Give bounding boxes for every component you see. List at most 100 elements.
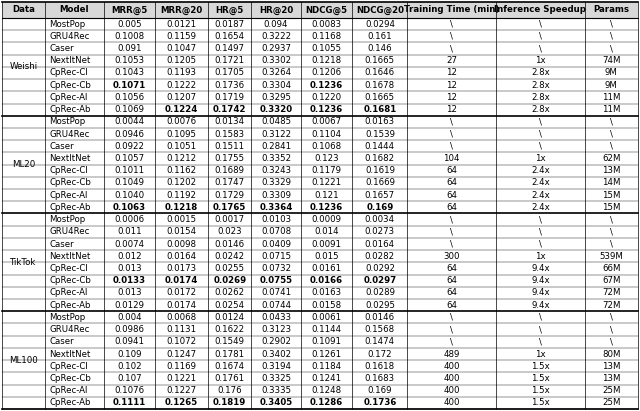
Text: 0.0254: 0.0254: [214, 300, 244, 309]
Text: 0.0292: 0.0292: [365, 264, 395, 273]
Text: 0.1511: 0.1511: [214, 142, 244, 151]
Text: 0.1819: 0.1819: [213, 398, 246, 407]
Bar: [2, 348, 638, 360]
Text: 0.169: 0.169: [367, 386, 392, 395]
Text: 2.4x: 2.4x: [531, 191, 550, 200]
Bar: [2, 140, 638, 152]
Bar: [2, 213, 638, 226]
Text: \: \: [451, 215, 453, 224]
Text: 0.0074: 0.0074: [114, 240, 144, 249]
Bar: [2, 226, 638, 238]
Text: 0.0129: 0.0129: [114, 300, 144, 309]
Text: 2.8x: 2.8x: [531, 69, 550, 78]
Text: CpRec-Cb: CpRec-Cb: [49, 178, 92, 187]
Bar: [2, 116, 638, 128]
Text: 0.1068: 0.1068: [312, 142, 342, 151]
Text: 0.3122: 0.3122: [261, 129, 291, 139]
Bar: [2, 299, 638, 311]
Text: 0.169: 0.169: [366, 203, 394, 212]
Text: 0.172: 0.172: [367, 349, 392, 358]
Text: 9.4x: 9.4x: [531, 289, 550, 298]
Bar: [2, 201, 638, 213]
Text: 0.1040: 0.1040: [114, 191, 144, 200]
Text: 0.0741: 0.0741: [261, 289, 291, 298]
Text: 0.0174: 0.0174: [166, 300, 196, 309]
Text: 15M: 15M: [602, 203, 621, 212]
Text: 0.1159: 0.1159: [166, 32, 196, 41]
Text: 0.1619: 0.1619: [365, 166, 395, 175]
Text: 0.1227: 0.1227: [166, 386, 196, 395]
Text: HR@5: HR@5: [216, 5, 244, 14]
Text: 0.1169: 0.1169: [166, 362, 196, 371]
Text: \: \: [610, 142, 612, 151]
Text: 0.0755: 0.0755: [260, 276, 292, 285]
Text: 0.1224: 0.1224: [164, 105, 198, 114]
Text: 0.1705: 0.1705: [214, 69, 244, 78]
Text: 0.121: 0.121: [314, 191, 339, 200]
Text: 0.1719: 0.1719: [215, 93, 244, 102]
Text: 1x: 1x: [535, 56, 546, 65]
Text: 72M: 72M: [602, 300, 621, 309]
Text: Caser: Caser: [49, 337, 74, 346]
Text: GRU4Rec: GRU4Rec: [49, 227, 90, 236]
Text: 0.0708: 0.0708: [261, 227, 291, 236]
Text: 74M: 74M: [602, 56, 621, 65]
Text: 64: 64: [446, 203, 457, 212]
Text: 0.012: 0.012: [117, 252, 141, 261]
Text: 0.1095: 0.1095: [166, 129, 196, 139]
Text: 0.023: 0.023: [218, 227, 242, 236]
Text: 0.011: 0.011: [117, 227, 141, 236]
Text: 0.0017: 0.0017: [214, 215, 244, 224]
Text: 64: 64: [446, 276, 457, 285]
Text: 0.0146: 0.0146: [214, 240, 244, 249]
Text: 0.0282: 0.0282: [365, 252, 395, 261]
Text: Weishi: Weishi: [9, 62, 37, 72]
Text: 0.0098: 0.0098: [166, 240, 196, 249]
Bar: [2, 311, 638, 323]
Text: 0.1043: 0.1043: [114, 69, 144, 78]
Text: 0.3295: 0.3295: [261, 93, 291, 102]
Bar: [2, 55, 638, 67]
Text: 2.8x: 2.8x: [531, 105, 550, 114]
Text: 0.0161: 0.0161: [312, 264, 342, 273]
Text: CpRec-Cl: CpRec-Cl: [49, 166, 88, 175]
Text: 0.1236: 0.1236: [310, 81, 343, 90]
Text: 0.0158: 0.0158: [312, 300, 342, 309]
Text: \: \: [610, 129, 612, 139]
Text: 0.1222: 0.1222: [166, 81, 196, 90]
Text: 2.8x: 2.8x: [531, 81, 550, 90]
Bar: [2, 79, 638, 91]
Text: 0.0433: 0.0433: [261, 313, 291, 322]
Text: 2.8x: 2.8x: [531, 93, 550, 102]
Text: \: \: [610, 118, 612, 126]
Text: 0.1736: 0.1736: [364, 398, 397, 407]
Text: 9.4x: 9.4x: [531, 300, 550, 309]
Text: 64: 64: [446, 178, 457, 187]
Text: \: \: [610, 337, 612, 346]
Text: 12: 12: [446, 69, 457, 78]
Text: NDCG@20: NDCG@20: [356, 5, 404, 14]
Text: \: \: [451, 32, 453, 41]
Text: GRU4Rec: GRU4Rec: [49, 325, 90, 334]
Text: CpRec-Cl: CpRec-Cl: [49, 362, 88, 371]
Text: \: \: [610, 227, 612, 236]
Text: 0.1286: 0.1286: [310, 398, 343, 407]
Text: 0.013: 0.013: [117, 264, 141, 273]
Text: 0.0134: 0.0134: [214, 118, 244, 126]
Text: 0.1781: 0.1781: [214, 349, 244, 358]
Text: 0.1669: 0.1669: [365, 178, 395, 187]
Text: 0.109: 0.109: [117, 349, 141, 358]
Text: CpRec-Ab: CpRec-Ab: [49, 300, 91, 309]
Text: 1.5x: 1.5x: [531, 362, 550, 371]
Text: 0.091: 0.091: [117, 44, 141, 53]
Text: 62M: 62M: [602, 154, 621, 163]
Text: 400: 400: [444, 374, 460, 383]
Text: 0.0164: 0.0164: [365, 240, 395, 249]
Text: 0.3194: 0.3194: [261, 362, 291, 371]
Text: 0.1047: 0.1047: [166, 44, 196, 53]
Text: Caser: Caser: [49, 240, 74, 249]
Text: \: \: [539, 20, 542, 29]
Text: 0.004: 0.004: [117, 313, 141, 322]
Bar: [2, 238, 638, 250]
Text: 0.1654: 0.1654: [214, 32, 244, 41]
